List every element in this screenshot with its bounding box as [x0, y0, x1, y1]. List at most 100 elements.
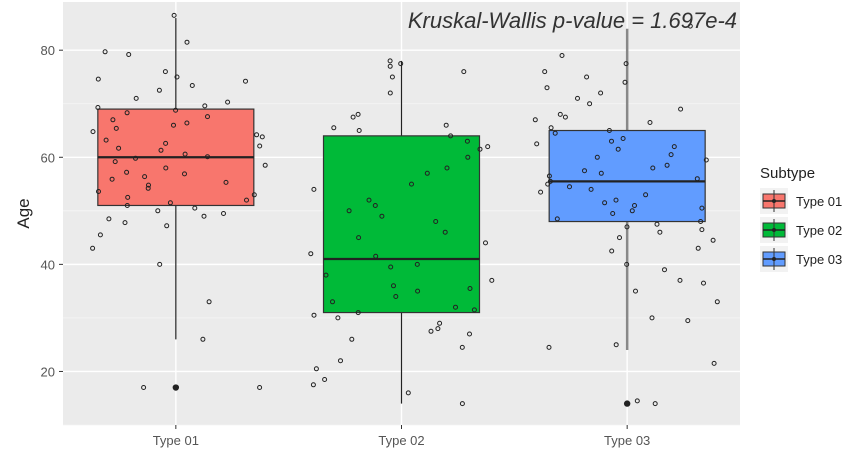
y-tick-label: 20: [41, 364, 55, 379]
data-point: [678, 106, 684, 112]
data-point: [126, 52, 132, 57]
data-point: [657, 229, 663, 235]
data-point: [96, 189, 101, 194]
data-point: [184, 120, 190, 126]
data-point: [677, 277, 683, 283]
box-body: [548, 129, 706, 223]
data-point: [164, 223, 170, 229]
data-point: [649, 315, 655, 321]
data-point: [243, 78, 248, 84]
legend-label: Type 02: [796, 223, 842, 238]
data-point: [489, 277, 495, 283]
data-point: [379, 213, 385, 219]
data-point: [443, 122, 449, 128]
x-tick-labels: Type 01 Type 02 Type 03: [153, 425, 650, 448]
data-point: [544, 85, 550, 91]
data-point: [598, 170, 604, 176]
data-point: [632, 203, 637, 208]
data-point: [467, 286, 473, 291]
data-point: [162, 69, 168, 75]
data-point: [548, 125, 554, 131]
data-point: [97, 232, 103, 238]
data-point: [459, 401, 465, 407]
data-point: [602, 200, 608, 206]
data-point: [634, 398, 640, 404]
data-point: [587, 101, 593, 107]
data-point: [610, 211, 616, 216]
y-tick-label: 60: [41, 150, 55, 165]
data-point: [182, 151, 188, 157]
data-point: [251, 192, 257, 198]
data-point: [398, 61, 404, 67]
data-point: [477, 146, 483, 152]
data-point: [617, 235, 622, 241]
data-point: [699, 227, 705, 233]
data-point: [582, 168, 587, 174]
legend: Type 01 Type 02 Type 03: [760, 188, 842, 272]
data-point: [547, 178, 553, 184]
outlier-point: [623, 400, 631, 407]
data-point: [622, 79, 628, 85]
data-point: [201, 213, 207, 219]
data-point: [711, 360, 717, 366]
data-point: [620, 136, 626, 141]
legend-title: Subtype: [760, 165, 815, 182]
data-point: [650, 165, 656, 171]
data-point: [90, 245, 96, 251]
data-point: [205, 154, 210, 160]
data-point: [428, 328, 434, 334]
data-point: [598, 90, 604, 96]
data-point: [356, 128, 362, 133]
data-point: [609, 248, 615, 254]
data-point: [594, 154, 600, 160]
legend-key-point: [772, 199, 776, 203]
data-point: [409, 181, 414, 187]
data-point: [546, 173, 552, 179]
data-point: [465, 154, 471, 160]
legend-key-point: [772, 228, 776, 232]
data-point: [387, 58, 393, 64]
data-point: [588, 186, 594, 192]
data-point: [613, 342, 619, 348]
kruskal-wallis-annotation: Kruskal-Wallis p-value = 1.697e-4: [408, 8, 737, 33]
data-point: [567, 184, 572, 190]
data-point: [387, 63, 393, 69]
data-point: [698, 219, 704, 224]
data-point: [182, 171, 187, 177]
data-point: [125, 194, 131, 200]
data-point: [103, 137, 109, 143]
legend-item-type-03: Type 03: [760, 246, 842, 272]
data-point: [90, 129, 96, 135]
data-point: [110, 117, 116, 123]
data-point: [699, 205, 705, 211]
data-point: [355, 111, 361, 117]
data-point: [534, 141, 540, 147]
data-point: [609, 138, 614, 144]
data-point: [330, 299, 335, 305]
data-point: [141, 385, 147, 390]
data-point: [311, 312, 317, 318]
legend-label: Type 01: [796, 194, 842, 209]
data-point: [221, 211, 226, 216]
legend-key-point: [772, 257, 776, 261]
data-point: [633, 288, 638, 294]
data-point: [695, 245, 701, 251]
data-point: [311, 186, 317, 192]
data-point: [225, 99, 231, 105]
data-point: [461, 69, 467, 75]
y-tick-label: 40: [41, 257, 55, 272]
data-point: [109, 176, 115, 182]
data-point: [254, 132, 260, 138]
outlier-point: [172, 384, 180, 391]
data-point: [223, 179, 229, 185]
data-point: [106, 216, 112, 222]
data-point: [647, 120, 653, 125]
data-point: [685, 318, 691, 324]
data-point: [310, 382, 316, 388]
data-point: [95, 76, 101, 82]
data-point: [652, 401, 658, 407]
data-point: [387, 90, 393, 96]
data-point: [373, 253, 379, 259]
data-point: [575, 95, 580, 101]
data-point: [335, 315, 341, 321]
